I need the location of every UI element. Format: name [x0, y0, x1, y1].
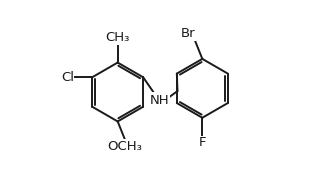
Text: F: F [199, 136, 206, 149]
Text: Cl: Cl [61, 71, 74, 84]
Text: OCH₃: OCH₃ [108, 140, 142, 153]
Text: CH₃: CH₃ [106, 31, 130, 44]
Text: Br: Br [180, 27, 195, 40]
Text: NH: NH [149, 94, 169, 107]
